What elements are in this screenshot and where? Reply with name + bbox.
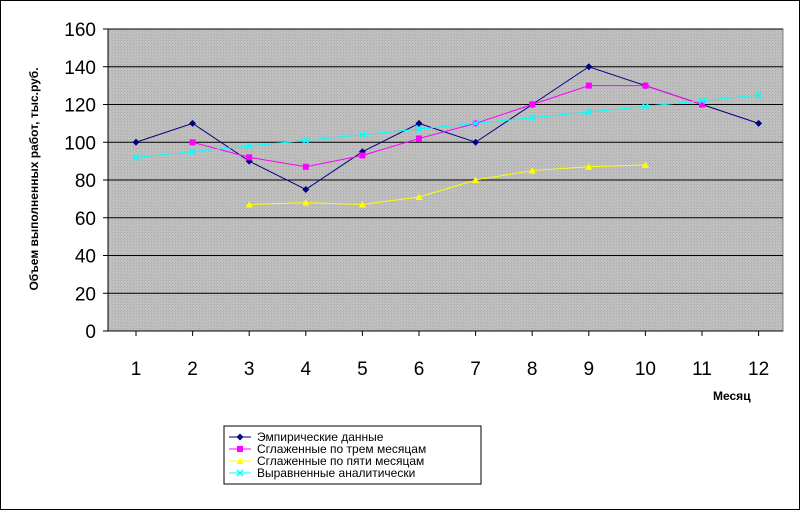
data-point [302,136,310,144]
x-tick-label: 5 [357,359,368,380]
data-point [302,199,310,206]
series-line [192,85,703,168]
data-point [755,91,763,99]
data-point [358,201,366,208]
x-tick-label: 6 [414,359,425,380]
data-point [246,154,253,161]
data-point [245,201,253,208]
legend-item: Сглаженные по пяти месяцам [229,454,424,468]
y-tick-label: 80 [75,171,96,192]
data-point [641,161,649,168]
data-point [585,63,593,71]
data-point [415,193,423,200]
legend-item: Сглаженные по трем месяцам [229,442,426,456]
x-tick-label: 8 [527,359,538,380]
data-point [189,119,197,127]
legend-label: Сглаженные по трем месяцам [257,442,426,456]
y-tick-label: 20 [75,284,96,305]
legend-marker [236,457,244,464]
data-point [698,97,706,105]
y-axis-label: Объем выполненных работ, тыс.руб. [27,67,41,290]
data-point [585,82,592,89]
legend-box [223,425,482,485]
y-tick-label: 60 [75,209,96,230]
y-tick-label: 140 [64,58,96,79]
x-axis-label: Месяц [713,389,751,403]
data-point [472,138,480,146]
data-point [415,125,423,133]
legend-item: Эмпирические данные [229,430,384,444]
data-point [585,108,593,116]
data-point [415,119,423,127]
series-group [132,63,763,208]
data-point [529,101,536,108]
y-tick-label: 160 [64,20,96,41]
data-point [585,163,593,170]
data-point [245,142,253,150]
data-point [528,114,536,122]
y-tick-label: 0 [85,322,96,343]
data-point [189,148,197,156]
data-point [189,139,196,146]
data-point [528,167,536,174]
data-point [132,138,140,146]
x-tick-label: 1 [131,359,142,380]
data-point [416,135,422,142]
data-point [641,102,649,110]
series-line [135,94,759,158]
data-point [132,153,140,161]
legend-marker [236,469,244,477]
series-3 [245,161,649,208]
y-tick-label: 40 [75,247,96,268]
x-tick-label: 9 [584,359,595,380]
data-point [699,101,705,108]
x-tick-label: 4 [301,359,312,380]
data-point [302,163,309,170]
data-point [472,176,480,183]
y-tick-label: 120 [64,96,96,117]
legend-marker [236,433,244,441]
x-tick-label: 7 [470,359,481,380]
x-tick-label: 2 [187,359,198,380]
legend-marker [237,446,243,452]
data-point [642,82,649,89]
series-4 [132,91,763,161]
data-point [472,119,480,127]
x-tick-label: 10 [635,359,656,380]
x-tick-label: 12 [748,359,769,380]
data-point [755,119,763,127]
legend-label: Выравненные аналитически [257,466,415,480]
legend-label: Эмпирические данные [257,430,384,444]
y-tick-label: 100 [64,133,96,154]
x-tick-label: 3 [244,359,255,380]
data-point [302,185,310,193]
x-axis-ticks: 1 2 3 4 5 6 7 8 9 10 11 12 [131,331,769,380]
legend-label: Сглаженные по пяти месяцам [257,454,424,468]
data-point [358,131,366,139]
legend-item: Выравненные аналитически [229,466,415,480]
x-tick-label: 11 [692,359,712,380]
series-line [249,164,646,206]
y-axis-ticks: 0 20 40 60 80 100 120 140 160 [64,20,108,343]
data-point [359,152,366,159]
